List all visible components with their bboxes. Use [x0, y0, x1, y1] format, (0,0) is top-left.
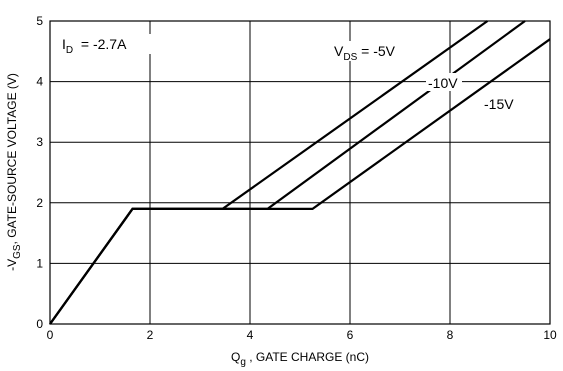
id-annotation: ID = -2.7A: [62, 36, 127, 56]
x-tick-label: 8: [447, 328, 454, 342]
y-tick-label: 4: [36, 75, 43, 89]
y-tick-labels: 0 1 2 3 4 5: [36, 14, 43, 331]
plot-frame: [49, 20, 551, 325]
x-tick-label: 0: [47, 328, 54, 342]
x-tick-label: 6: [347, 328, 354, 342]
y-tick-label: 3: [36, 135, 43, 149]
x-tick-label: 2: [147, 328, 154, 342]
x-axis-label: Qg , GATE CHARGE (nC): [231, 350, 369, 368]
y-tick-label: 1: [36, 256, 43, 270]
y-tick-label: 5: [36, 14, 43, 28]
x-tick-labels: 0 2 4 6 8 10: [47, 328, 557, 342]
series-line-3: [49, 38, 551, 325]
v15-annotation: -15V: [484, 96, 514, 112]
y-tick-label: 0: [36, 317, 43, 331]
vds-annotation: VDS = -5V: [334, 43, 396, 63]
y-axis-label: -VGS, GATE-SOURCE VOLTAGE (V): [5, 73, 23, 271]
v10-label-bg: [426, 73, 462, 91]
x-tick-label: 10: [543, 328, 557, 342]
series-lines: [49, 20, 551, 325]
x-tick-label: 4: [247, 328, 254, 342]
v10-annotation: -10V: [428, 75, 458, 91]
v15-label-bg: [481, 94, 521, 112]
id-label-bg: [58, 34, 158, 54]
vds-label-bg: [329, 41, 411, 61]
plot-background: [50, 21, 550, 324]
y-tick-label: 2: [36, 196, 43, 210]
